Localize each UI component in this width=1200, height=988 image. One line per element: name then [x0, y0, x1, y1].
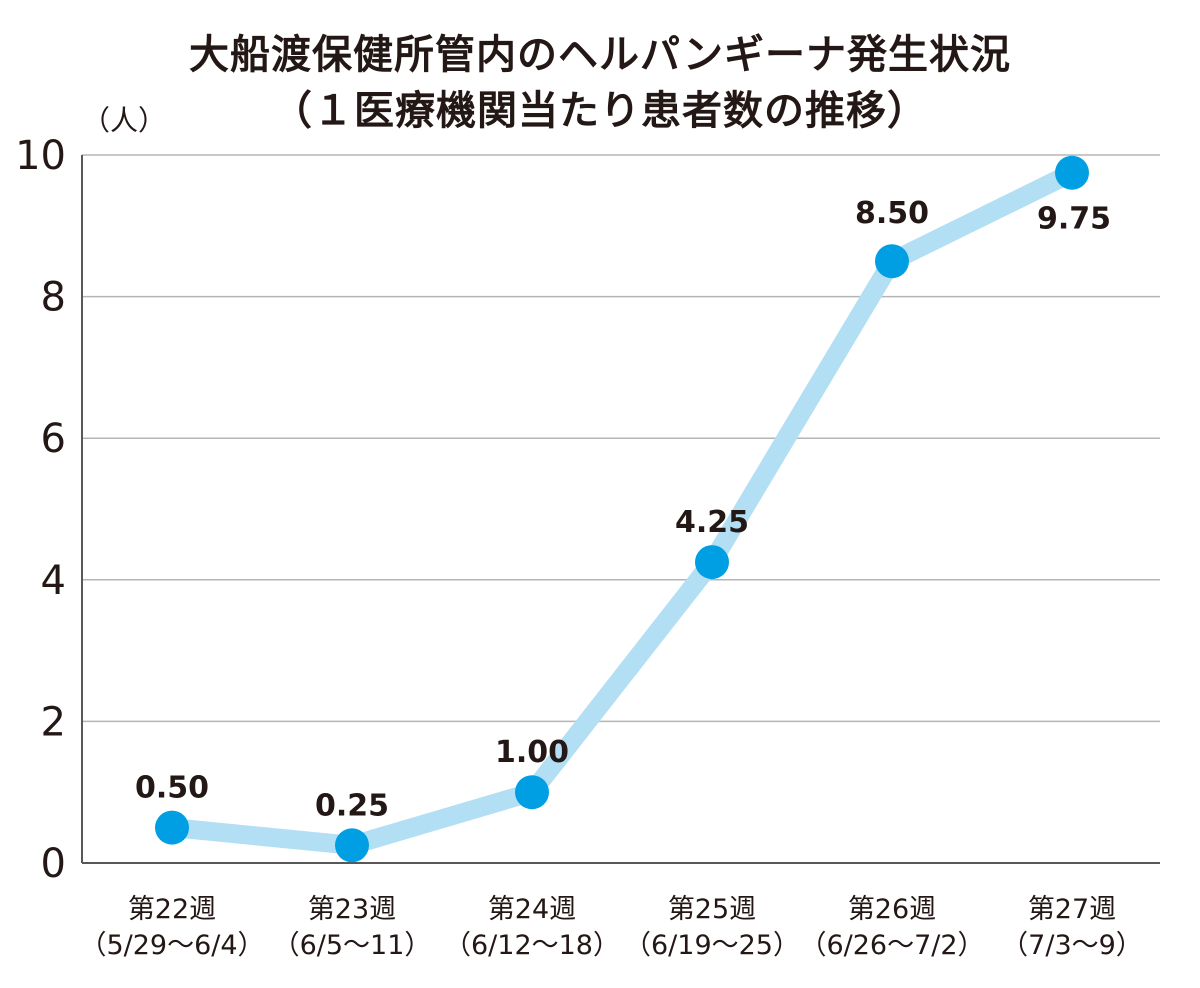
data-point — [875, 244, 909, 279]
data-point — [695, 545, 729, 580]
x-tick-label-week: 第27週 — [1028, 894, 1116, 925]
y-tick-label: 8 — [41, 275, 66, 321]
y-tick-label: 4 — [41, 558, 66, 604]
x-tick-label-range: （6/12〜18） — [444, 930, 620, 961]
x-tick-label-range: （6/5〜11） — [273, 930, 432, 961]
data-point — [1055, 155, 1089, 190]
data-label: 8.50 — [855, 196, 929, 231]
x-tick-label-week: 第25週 — [668, 894, 756, 925]
x-tick-label-week: 第26週 — [848, 894, 936, 925]
x-tick-label-range: （5/29〜6/4） — [79, 930, 264, 961]
y-tick-label: 2 — [41, 699, 66, 745]
x-tick-label-week: 第24週 — [488, 894, 576, 925]
x-tick-label-range: （7/3〜9） — [1001, 930, 1143, 961]
data-label: 1.00 — [495, 735, 569, 770]
data-point — [335, 828, 369, 863]
y-tick-label: 10 — [15, 133, 66, 179]
data-point — [155, 810, 189, 845]
data-label: 4.25 — [675, 505, 749, 540]
chart-title: 大船渡保健所管内のヘルパンギーナ発生状況 — [189, 32, 1011, 78]
x-tick-label-range: （6/19〜25） — [624, 930, 800, 961]
y-tick-label: 0 — [41, 841, 66, 887]
data-label: 0.50 — [135, 771, 209, 806]
series-line — [162, 163, 1082, 855]
x-tick-label-week: 第23週 — [308, 894, 396, 925]
data-label: 9.75 — [1037, 202, 1111, 237]
data-point — [515, 775, 549, 810]
x-tick-label-week: 第22週 — [128, 894, 216, 925]
chart-subtitle: （１医療機関当たり患者数の推移） — [272, 88, 928, 134]
y-tick-label: 6 — [41, 416, 66, 462]
y-axis-unit: （人） — [82, 104, 166, 137]
data-label: 0.25 — [315, 788, 389, 823]
x-tick-label-range: （6/26〜7/2） — [799, 930, 984, 961]
